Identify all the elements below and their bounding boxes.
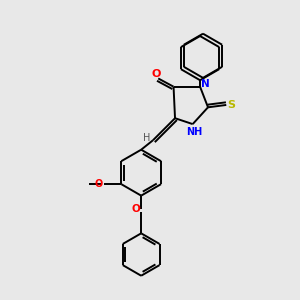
Text: O: O [94,179,103,189]
Text: N: N [201,79,210,89]
Text: methoxy: methoxy [96,184,102,185]
Text: H: H [143,133,150,143]
Text: O: O [131,204,140,214]
Text: O: O [152,69,161,79]
Text: S: S [227,100,235,110]
Text: NH: NH [186,127,202,137]
